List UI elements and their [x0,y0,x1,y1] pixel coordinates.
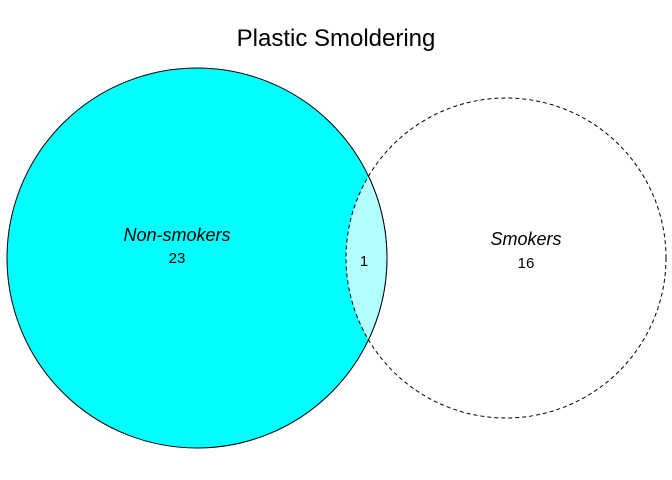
non-smokers-circle [6,67,388,449]
smokers-label: Smokers [490,229,561,249]
intersection-count: 1 [360,253,368,270]
diagram-title: Plastic Smoldering [237,25,436,52]
smokers-count: 16 [518,255,535,272]
intersection-region [346,98,388,418]
non-smokers-count: 23 [169,250,186,267]
non-smokers-label: Non-smokers [123,225,230,245]
smokers-circle [345,97,667,419]
